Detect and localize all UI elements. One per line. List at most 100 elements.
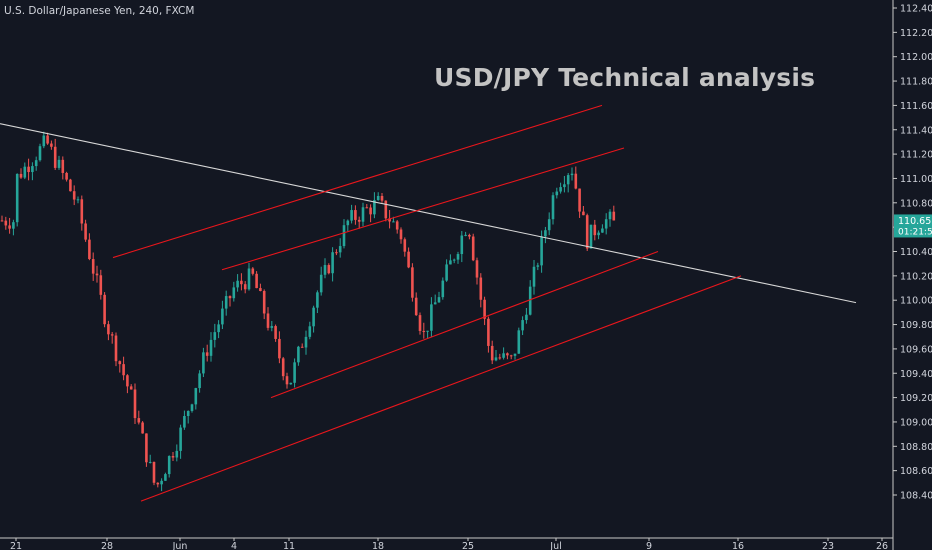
- candle-body-5: [19, 173, 23, 178]
- candle-body-145: [551, 195, 555, 220]
- candle-body-60: [228, 296, 232, 299]
- candle-body-63: [240, 280, 243, 285]
- candle-body-14: [53, 146, 57, 168]
- x-tick-label: 25: [462, 541, 474, 550]
- candle-body-109: [414, 297, 418, 316]
- candle-body-39: [148, 461, 152, 463]
- candle-body-61: [232, 287, 236, 299]
- candle-body-85: [323, 265, 327, 275]
- candle-body-41: [156, 482, 160, 485]
- candle-body-106: [403, 239, 407, 252]
- candle-body-117: [445, 264, 448, 281]
- x-tick-label: 21: [10, 541, 22, 550]
- y-tick-label: 110.200: [900, 271, 932, 282]
- candle-body-19: [72, 191, 76, 200]
- y-tick-label: 111.800: [900, 77, 932, 88]
- candle-body-159: [604, 219, 608, 229]
- candle-body-75: [285, 376, 289, 385]
- candle-body-130: [494, 357, 498, 361]
- candle-body-113: [430, 304, 433, 331]
- candle-body-46: [175, 450, 179, 458]
- candle-body-154: [585, 215, 589, 249]
- candle-body-65: [247, 268, 251, 290]
- y-tick-label: 109.600: [900, 344, 932, 355]
- candle-body-50: [190, 404, 194, 411]
- candle-body-3: [12, 222, 15, 229]
- candle-body-88: [335, 252, 338, 254]
- y-tick-label: 109.200: [900, 393, 932, 404]
- candle-body-147: [559, 187, 562, 192]
- candle-body-0: [0, 220, 4, 222]
- candle-body-137: [521, 320, 524, 331]
- candle-body-1: [4, 220, 8, 226]
- candle-body-139: [528, 286, 532, 315]
- candle-body-22: [84, 223, 87, 240]
- candle-body-114: [433, 302, 437, 305]
- candle-body-2: [8, 225, 11, 229]
- candle-body-17: [65, 172, 68, 180]
- candle-body-52: [198, 373, 201, 389]
- candle-body-32: [122, 364, 125, 376]
- candle-body-69: [262, 291, 266, 314]
- candle-body-45: [171, 456, 175, 458]
- candle-body-71: [270, 326, 274, 328]
- candle-body-76: [289, 382, 293, 385]
- candle-body-89: [338, 246, 342, 253]
- candle-body-18: [69, 179, 72, 192]
- candle-body-4: [15, 173, 19, 223]
- candle-body-121: [460, 235, 464, 255]
- candle-body-92: [350, 210, 353, 221]
- x-tick-label: 28: [101, 541, 113, 550]
- candle-body-12: [46, 135, 49, 144]
- candle-body-141: [536, 265, 540, 267]
- candle-body-8: [31, 166, 34, 173]
- x-tick-label: 23: [822, 541, 834, 550]
- candle-body-91: [346, 220, 350, 226]
- y-tick-label: 112.400: [900, 4, 932, 15]
- candle-body-153: [582, 211, 585, 216]
- symbol-title: U.S. Dollar/Japanese Yen, 240, FXCM: [4, 5, 195, 17]
- y-tick-label: 111.600: [900, 101, 932, 112]
- candle-body-160: [608, 211, 612, 220]
- candle-body-64: [243, 284, 247, 290]
- candle-body-38: [145, 433, 148, 463]
- x-tick-label: 18: [372, 541, 384, 550]
- candle-body-101: [384, 200, 388, 219]
- candle-body-6: [23, 166, 27, 178]
- candle-body-81: [308, 326, 312, 337]
- y-tick-label: 108.600: [900, 466, 932, 477]
- candle-body-26: [99, 275, 103, 295]
- candle-body-73: [278, 338, 281, 359]
- candle-body-30: [114, 335, 118, 362]
- candle-body-44: [167, 456, 171, 475]
- candle-body-149: [566, 175, 570, 185]
- candle-body-132: [502, 353, 505, 358]
- candle-body-107: [407, 251, 410, 268]
- candle-body-127: [483, 299, 486, 319]
- candle-body-31: [118, 361, 122, 365]
- candle-body-97: [369, 207, 372, 215]
- y-tick-label: 109.000: [900, 417, 932, 428]
- candle-body-21: [80, 199, 84, 224]
- candle-body-42: [160, 480, 163, 485]
- chart-title: USD/JPY Technical analysis: [434, 63, 816, 92]
- candle-body-20: [76, 199, 80, 201]
- candle-body-77: [293, 362, 296, 383]
- candle-body-36: [137, 418, 141, 423]
- candle-body-100: [380, 195, 384, 201]
- candle-body-62: [236, 280, 239, 288]
- candle-body-144: [547, 219, 551, 231]
- candle-body-49: [186, 410, 190, 417]
- candle-body-134: [509, 355, 513, 357]
- candle-body-120: [456, 254, 460, 260]
- candle-body-150: [570, 173, 574, 176]
- x-tick-label: 11: [283, 541, 295, 550]
- candle-body-66: [251, 268, 255, 274]
- candle-body-90: [342, 225, 346, 247]
- candle-body-15: [57, 159, 61, 168]
- x-tick-label: 4: [231, 541, 237, 550]
- candle-body-151: [574, 173, 578, 189]
- candle-body-126: [479, 277, 483, 300]
